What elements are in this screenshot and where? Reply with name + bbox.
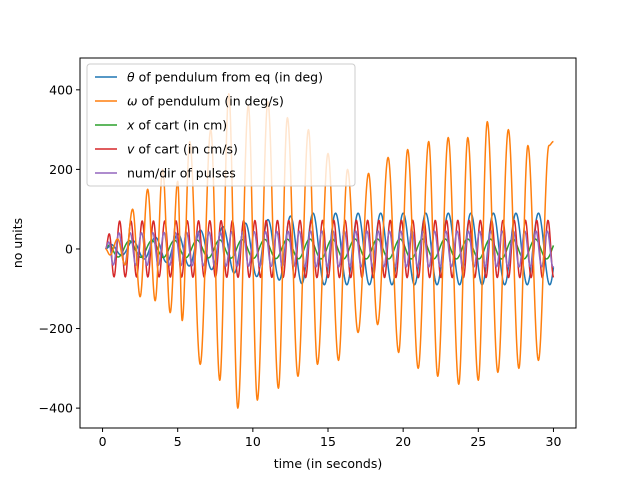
y-axis: −400 −200 0 200 400: [39, 82, 80, 416]
x-tick-label: 15: [320, 434, 336, 449]
legend-label-text: of pendulum from eq (in deg): [135, 70, 323, 85]
y-tick-label: −400: [39, 401, 73, 416]
legend-label-text: of pendulum (in deg/s): [137, 94, 283, 109]
legend-box: [86, 63, 356, 187]
x-tick-label: 0: [99, 434, 107, 449]
legend-label: v of cart (in cm/s): [127, 142, 238, 157]
legend-label-text: of cart (in cm/s): [134, 142, 237, 157]
legend-label-symbol: θ: [127, 70, 135, 85]
y-tick-label: −200: [39, 321, 73, 336]
x-tick-label: 10: [245, 434, 261, 449]
x-tick-label: 30: [546, 434, 562, 449]
y-axis-label: no units: [10, 218, 25, 268]
y-tick-label: 400: [49, 82, 73, 97]
legend-label: num/dir of pulses: [127, 166, 236, 181]
legend-label: θ of pendulum from eq (in deg): [127, 70, 323, 85]
x-tick-label: 20: [395, 434, 411, 449]
legend-label-text: of cart (in cm): [134, 118, 227, 133]
legend-label-symbol: v: [127, 142, 135, 157]
x-axis: 0 5 10 15 20 25 30: [99, 428, 562, 449]
y-tick-label: 200: [49, 162, 73, 177]
legend: θ of pendulum from eq (in deg) ω of pendu…: [86, 63, 356, 187]
x-tick-label: 25: [470, 434, 486, 449]
legend-label-symbol: ω: [127, 94, 137, 109]
x-axis-label: time (in seconds): [274, 456, 382, 471]
legend-label: ω of pendulum (in deg/s): [127, 94, 284, 109]
legend-label-text: num/dir of pulses: [127, 166, 236, 181]
legend-label: x of cart (in cm): [126, 118, 227, 133]
x-tick-label: 5: [174, 434, 182, 449]
legend-label-symbol: x: [126, 118, 135, 133]
y-tick-label: 0: [65, 241, 73, 256]
